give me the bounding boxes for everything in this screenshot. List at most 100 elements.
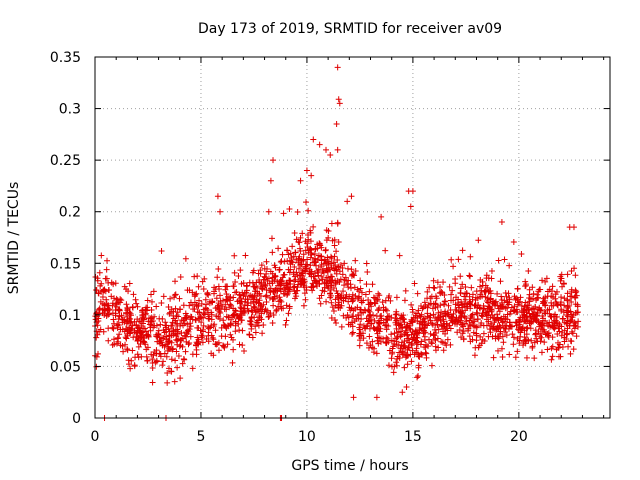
data-point [140, 311, 147, 318]
data-point [523, 318, 530, 325]
data-point [158, 248, 165, 255]
data-point [560, 280, 567, 287]
y-tick-label: 0.1 [59, 308, 81, 324]
data-point [251, 314, 258, 321]
data-point [357, 277, 364, 284]
data-point [148, 306, 155, 313]
data-point [266, 294, 273, 301]
data-point [196, 297, 203, 304]
data-point [470, 329, 477, 336]
data-point [179, 360, 186, 367]
data-point [553, 346, 560, 353]
data-point [157, 321, 164, 328]
data-point [334, 146, 341, 153]
data-point [201, 311, 208, 318]
data-point [369, 338, 376, 345]
data-point [363, 281, 370, 288]
data-point [328, 286, 335, 293]
data-point [391, 363, 398, 370]
data-point [153, 303, 160, 310]
data-point [258, 316, 265, 323]
data-point [574, 303, 581, 310]
data-point [534, 295, 541, 302]
data-point [160, 293, 167, 300]
data-point [310, 223, 317, 230]
data-point [232, 289, 239, 296]
data-point [166, 332, 173, 339]
data-point [335, 304, 342, 311]
data-point [253, 279, 260, 286]
data-point [231, 312, 238, 319]
data-point [564, 290, 571, 297]
data-point [430, 277, 437, 284]
data-point [345, 284, 352, 291]
data-point [124, 345, 131, 352]
data-point [415, 364, 422, 371]
data-point [316, 141, 323, 148]
data-point [308, 268, 315, 275]
data-point [421, 343, 428, 350]
data-point [529, 284, 536, 291]
data-point [460, 335, 467, 342]
data-point [437, 302, 444, 309]
data-point [307, 229, 314, 236]
data-point [300, 256, 307, 263]
data-point [169, 346, 176, 353]
data-point [220, 342, 227, 349]
data-point [259, 330, 266, 337]
data-point [269, 249, 276, 256]
data-point [544, 332, 551, 339]
data-point [393, 311, 400, 318]
data-point [129, 304, 136, 311]
data-point [184, 321, 191, 328]
data-point [286, 205, 293, 212]
data-point [575, 318, 582, 325]
data-point [230, 294, 237, 301]
data-point [116, 331, 123, 338]
data-point [201, 275, 208, 282]
data-point [251, 303, 258, 310]
x-tick-label: 5 [197, 429, 206, 445]
data-point [313, 278, 320, 285]
data-point [450, 310, 457, 317]
data-point [329, 277, 336, 284]
data-point [195, 283, 202, 290]
data-point [137, 330, 144, 337]
data-point [457, 319, 464, 326]
data-point [336, 100, 343, 107]
data-point [322, 246, 329, 253]
data-point [144, 297, 151, 304]
data-point [334, 256, 341, 263]
data-point [466, 272, 473, 279]
data-point [232, 322, 239, 329]
data-point [549, 283, 556, 290]
data-point [175, 352, 182, 359]
data-point [383, 334, 390, 341]
data-point [307, 238, 314, 245]
data-point [217, 310, 224, 317]
data-point [502, 315, 509, 322]
data-point [365, 307, 372, 314]
data-point [385, 323, 392, 330]
data-point [380, 335, 387, 342]
data-point [351, 284, 358, 291]
data-point [574, 309, 581, 316]
data-point [232, 328, 239, 335]
data-point [170, 308, 177, 315]
data-point [478, 340, 485, 347]
data-point [471, 352, 478, 359]
data-point [141, 315, 148, 322]
data-point [373, 312, 380, 319]
data-point [189, 365, 196, 372]
data-point [210, 336, 217, 343]
data-point [405, 344, 412, 351]
data-point [548, 345, 555, 352]
data-point [131, 362, 138, 369]
data-point [448, 256, 455, 263]
data-point [499, 333, 506, 340]
data-point [192, 316, 199, 323]
data-point [129, 347, 136, 354]
data-point [315, 266, 322, 273]
data-point [503, 293, 510, 300]
data-point [496, 308, 503, 315]
